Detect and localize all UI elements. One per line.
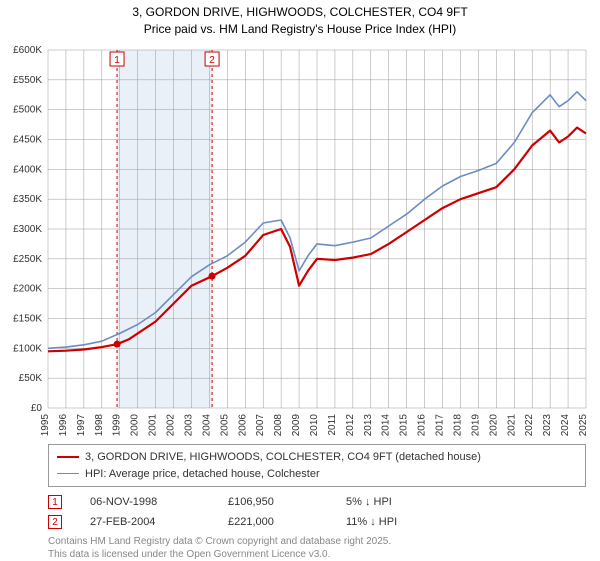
svg-text:1995: 1995 [40,414,51,437]
svg-text:2009: 2009 [291,414,302,437]
svg-text:2025: 2025 [578,414,589,437]
chart-title: 3, GORDON DRIVE, HIGHWOODS, COLCHESTER, … [0,0,600,38]
marker-row-2: 2 27-FEB-2004 £221,000 11% ↓ HPI [48,515,586,529]
marker-row-1: 1 06-NOV-1998 £106,950 5% ↓ HPI [48,495,586,509]
legend-and-footer: 3, GORDON DRIVE, HIGHWOODS, COLCHESTER, … [48,444,586,561]
svg-text:£300K: £300K [13,224,42,235]
svg-text:2012: 2012 [345,414,356,437]
chart-svg: £0£50K£100K£150K£200K£250K£300K£350K£400… [48,44,586,436]
svg-text:£450K: £450K [13,135,42,146]
svg-text:2002: 2002 [166,414,177,437]
svg-text:£350K: £350K [13,194,42,205]
svg-text:£0: £0 [31,403,43,414]
svg-text:2001: 2001 [148,414,159,437]
svg-text:2019: 2019 [470,414,481,437]
svg-text:2000: 2000 [130,414,141,437]
svg-text:£250K: £250K [13,254,42,265]
svg-text:£550K: £550K [13,75,42,86]
marker-date-1: 06-NOV-1998 [90,496,200,508]
footnote: Contains HM Land Registry data © Crown c… [48,535,586,561]
marker-delta-2: 11% ↓ HPI [346,516,446,528]
svg-text:2014: 2014 [381,414,392,437]
svg-text:2003: 2003 [183,414,194,437]
svg-text:1999: 1999 [112,414,123,437]
svg-text:£400K: £400K [13,164,42,175]
svg-text:1997: 1997 [76,414,87,437]
title-line-2: Price paid vs. HM Land Registry's House … [0,21,600,38]
legend-row-1: HPI: Average price, detached house, Colc… [57,466,577,483]
svg-text:£500K: £500K [13,105,42,116]
footnote-line-2: This data is licensed under the Open Gov… [48,548,586,561]
svg-text:2017: 2017 [435,414,446,437]
svg-text:2004: 2004 [201,414,212,437]
svg-text:2018: 2018 [452,414,463,437]
svg-text:2011: 2011 [327,414,338,436]
svg-text:1996: 1996 [58,414,69,437]
marker-price-1: £106,950 [228,496,318,508]
svg-text:£100K: £100K [13,343,42,354]
svg-text:2: 2 [209,55,215,66]
svg-text:2010: 2010 [309,414,320,437]
marker-date-2: 27-FEB-2004 [90,516,200,528]
svg-text:2015: 2015 [399,414,410,437]
svg-text:£600K: £600K [13,45,42,56]
footnote-line-1: Contains HM Land Registry data © Crown c… [48,535,586,548]
svg-text:1: 1 [114,55,120,66]
svg-text:2021: 2021 [506,414,517,437]
svg-text:1998: 1998 [94,414,105,437]
chart-plot-area: £0£50K£100K£150K£200K£250K£300K£350K£400… [48,44,586,436]
svg-text:2024: 2024 [560,414,571,437]
svg-text:2008: 2008 [273,414,284,437]
svg-text:2006: 2006 [237,414,248,437]
svg-text:2023: 2023 [542,414,553,437]
marker-badge-2: 2 [48,515,62,529]
legend-label-0: 3, GORDON DRIVE, HIGHWOODS, COLCHESTER, … [85,449,481,466]
legend-box: 3, GORDON DRIVE, HIGHWOODS, COLCHESTER, … [48,444,586,487]
marker-badge-1: 1 [48,495,62,509]
legend-label-1: HPI: Average price, detached house, Colc… [85,466,320,483]
svg-text:£200K: £200K [13,284,42,295]
legend-swatch-1 [57,473,79,474]
svg-text:2022: 2022 [524,414,535,437]
marker-price-2: £221,000 [228,516,318,528]
legend-swatch-0 [57,456,79,458]
svg-text:2016: 2016 [417,414,428,437]
svg-text:£50K: £50K [19,373,43,384]
marker-delta-1: 5% ↓ HPI [346,496,446,508]
legend-row-0: 3, GORDON DRIVE, HIGHWOODS, COLCHESTER, … [57,449,577,466]
svg-text:2005: 2005 [219,414,230,437]
title-line-1: 3, GORDON DRIVE, HIGHWOODS, COLCHESTER, … [0,4,600,21]
marker-table: 1 06-NOV-1998 £106,950 5% ↓ HPI 2 27-FEB… [48,495,586,529]
chart-container: 3, GORDON DRIVE, HIGHWOODS, COLCHESTER, … [0,0,600,560]
svg-text:2020: 2020 [488,414,499,437]
svg-text:2013: 2013 [363,414,374,437]
svg-text:2007: 2007 [255,414,266,437]
svg-text:£150K: £150K [13,314,42,325]
